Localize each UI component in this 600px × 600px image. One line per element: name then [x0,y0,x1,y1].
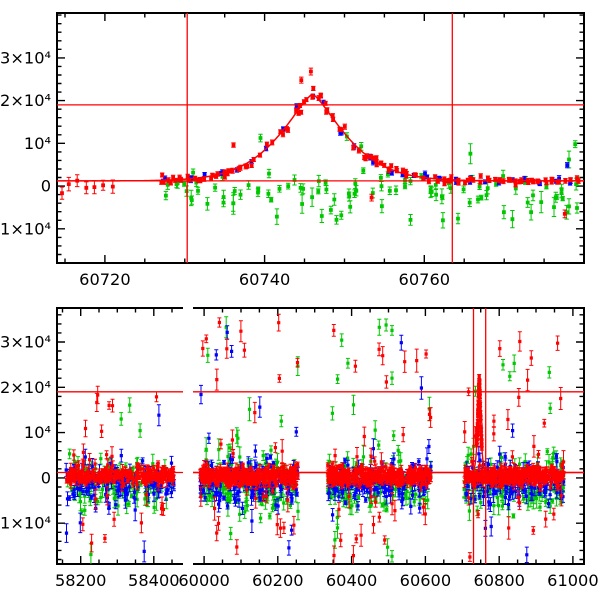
y-tick-label: 10⁴ [24,134,51,153]
x-tick-label: 60400 [326,571,378,590]
x-tick-label: 60200 [252,571,304,590]
x-tick-label: 60000 [178,571,230,590]
x-tick-label: 58400 [128,571,180,590]
y-tick-label: 0 [41,468,51,487]
panel-border [56,307,183,565]
data-points-layer [57,67,584,229]
x-tick-label: 60600 [400,571,452,590]
x-tick-label: 60760 [399,270,451,289]
x-tick-label: 61000 [547,571,599,590]
y-tick-label: -1×10⁴ [0,219,51,238]
axis-ticks [57,308,584,564]
series-red-errorbars [59,67,581,219]
data-points-layer [64,313,584,564]
zoomed-light-curve-panel: 60720 60740 60760 -1×10⁴ 0 10⁴ 2×10⁴ 3×10⁴ [0,12,585,289]
y-tick-label: 2×10⁴ [0,378,51,397]
x-tick-label: 60720 [79,270,131,289]
series-red-markers [65,320,566,559]
y-tick-label: 3×10⁴ [0,333,51,352]
panel-border [56,12,585,264]
series-blue-markers [64,330,566,557]
y-tick-label: 2×10⁴ [0,91,51,110]
y-tick-label: -1×10⁴ [0,514,51,533]
model-curve [57,93,584,182]
y-tick-label: 3×10⁴ [0,48,51,67]
x-tick-label: 58200 [55,571,107,590]
x-tick-label: 60800 [473,571,525,590]
axis-ticks [57,13,585,264]
y-tick-label: 10⁴ [24,423,51,442]
x-tick-label: 60740 [239,270,291,289]
y-tick-label: 0 [41,177,51,196]
